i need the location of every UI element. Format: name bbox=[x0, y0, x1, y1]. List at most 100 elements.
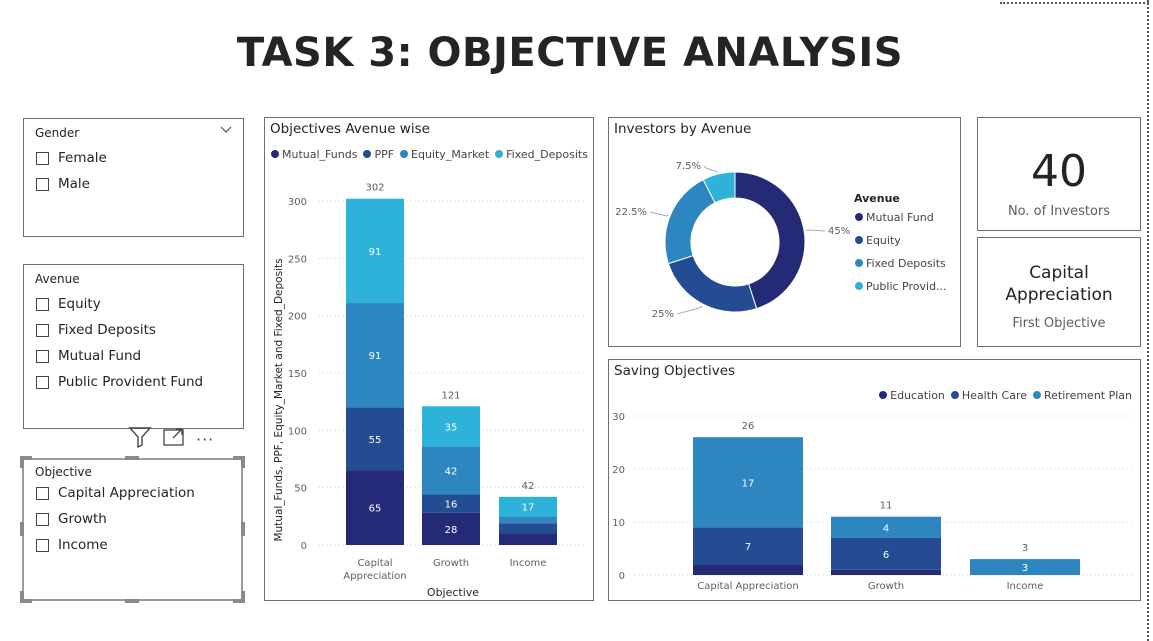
y-tick-label: 0 bbox=[619, 571, 625, 582]
kpi-objective-card[interactable]: Capital Appreciation First Objective bbox=[977, 237, 1141, 347]
data-label: 91 bbox=[369, 247, 382, 258]
donut-slice bbox=[667, 254, 758, 313]
slicer-item-label: Growth bbox=[58, 511, 107, 527]
resize-handle-br[interactable] bbox=[233, 599, 245, 603]
focus-mode-icon[interactable] bbox=[162, 426, 186, 453]
data-label: 28 bbox=[445, 525, 458, 536]
checkbox[interactable] bbox=[36, 297, 49, 311]
checkbox[interactable] bbox=[36, 512, 49, 526]
resize-handle-left[interactable] bbox=[20, 522, 24, 536]
resize-handle-top[interactable] bbox=[125, 456, 139, 460]
slicer-item-label: Fixed Deposits bbox=[58, 322, 156, 338]
leader-line bbox=[703, 165, 719, 173]
resize-handle-tr[interactable] bbox=[233, 456, 245, 460]
chevron-down-icon[interactable] bbox=[220, 124, 232, 137]
legend-item[interactable]: Health Care bbox=[950, 389, 1027, 402]
checkbox[interactable] bbox=[36, 349, 49, 363]
legend-label: Mutual Fund bbox=[866, 211, 934, 224]
bar-segment bbox=[499, 533, 557, 545]
bar-segment bbox=[346, 303, 404, 408]
avenue-option-ppf[interactable]: Public Provident Fund bbox=[36, 369, 203, 395]
page-title: TASK 3: OBJECTIVE ANALYSIS bbox=[236, 30, 904, 76]
bar-segment bbox=[346, 470, 404, 545]
avenue-option-fixed-deposits[interactable]: Fixed Deposits bbox=[36, 317, 203, 343]
gender-option-male[interactable]: Male bbox=[36, 171, 107, 197]
filter-icon[interactable] bbox=[128, 426, 152, 453]
more-options-icon[interactable]: ··· bbox=[196, 430, 215, 449]
checkbox[interactable] bbox=[36, 486, 49, 500]
legend-title: Avenue bbox=[854, 192, 900, 205]
checkbox[interactable] bbox=[36, 151, 49, 165]
legend-item[interactable]: Equity_Market bbox=[400, 148, 489, 161]
chart-legend: Mutual_Funds PPF Equity_Market Fixed_Dep… bbox=[271, 148, 588, 161]
data-label: 42 bbox=[445, 466, 458, 477]
slicer-item-label: Female bbox=[58, 150, 107, 166]
legend-item[interactable]: Fixed_Deposits bbox=[495, 148, 588, 161]
bar-segment bbox=[499, 523, 557, 534]
bar-segment bbox=[693, 527, 803, 565]
objectives-avenue-chart[interactable]: Objectives Avenue wise Mutual_Funds PPF … bbox=[264, 117, 594, 601]
checkbox[interactable] bbox=[36, 538, 49, 552]
legend-marker bbox=[855, 282, 863, 290]
gender-option-female[interactable]: Female bbox=[36, 145, 107, 171]
y-tick-label: 150 bbox=[288, 369, 307, 380]
data-label: 65 bbox=[369, 504, 382, 515]
y-tick-label: 20 bbox=[612, 465, 625, 476]
resize-handle-right[interactable] bbox=[241, 522, 245, 536]
leader-line bbox=[806, 229, 826, 232]
kpi-objective-value-line2: Appreciation bbox=[1005, 285, 1113, 305]
checkbox[interactable] bbox=[36, 323, 49, 337]
total-label: 11 bbox=[880, 501, 893, 512]
kpi-investors-card[interactable]: 40 No. of Investors bbox=[977, 117, 1141, 231]
avenue-slicer[interactable]: Avenue Equity Fixed Deposits Mutual Fund… bbox=[23, 264, 244, 429]
gender-slicer[interactable]: Gender Female Male bbox=[23, 118, 244, 237]
legend-item[interactable]: Mutual_Funds bbox=[271, 148, 357, 161]
avenue-option-equity[interactable]: Equity bbox=[36, 291, 203, 317]
resize-handle-tr-v[interactable] bbox=[241, 456, 245, 468]
resize-handle-bottom[interactable] bbox=[125, 599, 139, 603]
resize-handle-bl-v[interactable] bbox=[20, 591, 24, 603]
leader-line bbox=[649, 211, 669, 217]
checkbox[interactable] bbox=[36, 177, 49, 191]
bar-segment bbox=[422, 494, 480, 513]
total-label: 302 bbox=[365, 183, 384, 194]
bar-segment bbox=[346, 407, 404, 471]
bar-segment bbox=[346, 198, 404, 304]
investors-by-avenue-chart[interactable]: Investors by Avenue 45% 25% 22.5% 7.5% Avenu… bbox=[608, 117, 961, 347]
slicer-item-label: Public Provident Fund bbox=[58, 374, 204, 390]
y-tick-label: 0 bbox=[301, 541, 307, 552]
data-label: 7 bbox=[745, 542, 751, 553]
resize-handle-tl-v[interactable] bbox=[20, 456, 24, 468]
legend-item[interactable]: Retirement Plan bbox=[1033, 389, 1132, 402]
data-label: 4 bbox=[883, 523, 889, 534]
checkbox[interactable] bbox=[36, 375, 49, 389]
y-tick-label: 300 bbox=[288, 197, 307, 208]
total-label: 42 bbox=[522, 481, 535, 492]
legend-marker bbox=[855, 213, 863, 221]
y-tick-label: 250 bbox=[288, 254, 307, 265]
saving-objectives-chart[interactable]: Saving Objectives Education Health Care … bbox=[608, 359, 1141, 601]
bar-segment bbox=[422, 512, 480, 545]
donut-slice bbox=[664, 178, 716, 265]
slicer-item-label: Capital Appreciation bbox=[58, 485, 195, 501]
page-border-top bbox=[1000, 2, 1149, 4]
avenue-option-mutual-fund[interactable]: Mutual Fund bbox=[36, 343, 203, 369]
y-tick-label: 200 bbox=[288, 312, 307, 323]
data-label: 55 bbox=[369, 435, 382, 446]
resize-handle-bl[interactable] bbox=[20, 599, 32, 603]
legend-label: Fixed Deposits bbox=[866, 257, 946, 270]
bar-segment bbox=[499, 516, 557, 524]
x-tick-label: Capital bbox=[357, 558, 392, 569]
legend-item[interactable]: Education bbox=[879, 389, 945, 402]
x-tick-label: Income bbox=[510, 558, 547, 569]
objective-option-growth[interactable]: Growth bbox=[36, 506, 195, 532]
y-tick-label: 10 bbox=[612, 518, 625, 529]
resize-handle-br-v[interactable] bbox=[241, 591, 245, 603]
page-border bbox=[1147, 0, 1149, 641]
resize-handle-tl[interactable] bbox=[20, 456, 32, 460]
objective-option-income[interactable]: Income bbox=[36, 532, 195, 558]
legend-item[interactable]: PPF bbox=[363, 148, 394, 161]
x-tick-label: Growth bbox=[868, 581, 904, 592]
objective-option-capital-appreciation[interactable]: Capital Appreciation bbox=[36, 480, 195, 506]
y-tick-label: 30 bbox=[612, 412, 625, 423]
